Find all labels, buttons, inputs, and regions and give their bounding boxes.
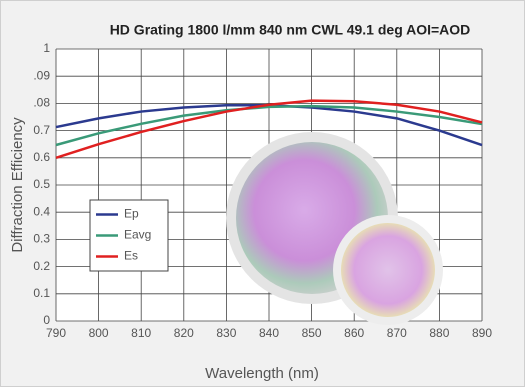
x-tick-label: 850 xyxy=(302,326,322,340)
lens-image xyxy=(226,132,443,325)
y-tick-label: 0.6 xyxy=(33,150,50,164)
x-tick-label: 880 xyxy=(429,326,449,340)
y-axis-label: Diffraction Efficiency xyxy=(9,117,26,253)
series-line xyxy=(55,99,483,159)
y-tick-label: 1 xyxy=(43,41,50,55)
legend: Ep Eavg Es xyxy=(89,199,169,272)
y-tick-label: 0.1 xyxy=(33,286,50,300)
legend-label: Ep xyxy=(124,207,139,221)
x-tick-label: 840 xyxy=(259,326,279,340)
x-tick-label: 830 xyxy=(216,326,236,340)
x-tick-label: 870 xyxy=(387,326,407,340)
lines xyxy=(55,99,483,159)
x-tick-label: 810 xyxy=(131,326,151,340)
x-tick-label: 800 xyxy=(89,326,109,340)
x-tick-label: 890 xyxy=(472,326,492,340)
y-tick-label: 0.4 xyxy=(33,204,50,218)
series-line xyxy=(55,104,483,147)
x-tick-label: 820 xyxy=(174,326,194,340)
x-tick-label: 860 xyxy=(344,326,364,340)
y-tick-label: 0.5 xyxy=(33,177,50,191)
chart-title: HD Grating 1800 l/mm 840 nm CWL 49.1 deg… xyxy=(110,22,471,38)
legend-label: Es xyxy=(124,249,138,263)
legend-label: Eavg xyxy=(124,228,151,242)
x-tick-label: 790 xyxy=(46,326,66,340)
y-tick-label: 0.2 xyxy=(33,259,50,273)
y-tick-label: 0.3 xyxy=(33,232,50,246)
y-tick-label: 0 xyxy=(43,313,50,327)
y-tick-label: .08 xyxy=(33,96,50,110)
grid: 0 0.1 0.2 0.3 0.4 0.5 0.6 0.7 .08 .09 1 790 800 810 82… xyxy=(33,41,492,340)
x-axis-label: Wavelength (nm) xyxy=(205,365,319,382)
y-tick-label: .09 xyxy=(33,68,50,82)
lens xyxy=(341,223,435,317)
y-tick-label: 0.7 xyxy=(33,123,50,137)
